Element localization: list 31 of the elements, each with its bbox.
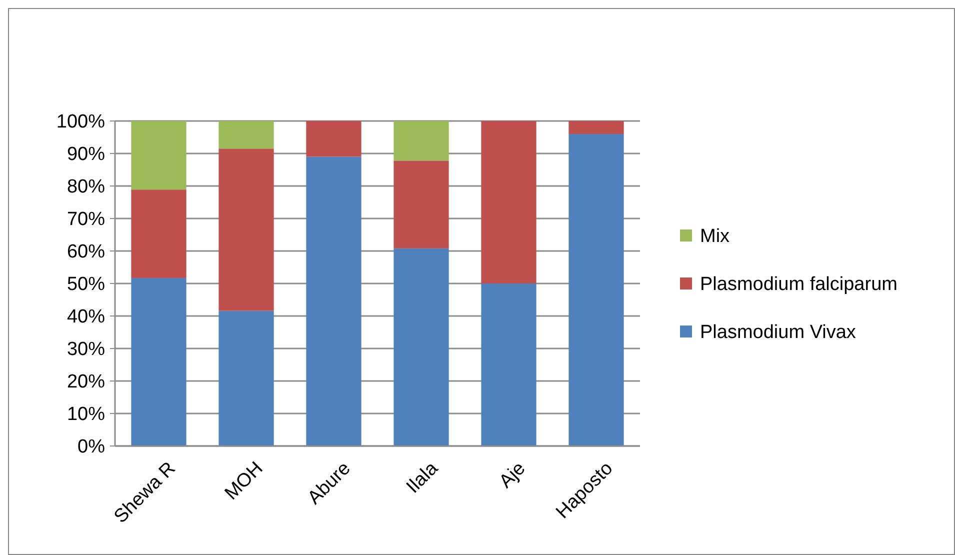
bar (218, 148, 274, 311)
bar (306, 121, 362, 157)
bar (394, 121, 449, 161)
bar (481, 284, 536, 446)
bar (218, 121, 274, 149)
y-tick-label: 50% (66, 274, 106, 296)
bar (394, 248, 449, 446)
legend-label: Plasmodium Vivax (700, 322, 856, 344)
y-tick-label: 30% (66, 339, 106, 360)
bar (131, 278, 186, 446)
legend-label: Mix (700, 226, 730, 248)
y-tick-label: 80% (66, 176, 106, 198)
y-tick-label: 10% (66, 404, 106, 426)
x-tick-label: Ilala (402, 458, 442, 498)
bar (131, 190, 186, 278)
y-tick-label: 100% (56, 112, 106, 133)
x-tick-label: Aje (495, 458, 530, 492)
bar (218, 310, 274, 446)
bar (131, 121, 186, 190)
y-tick-label: 70% (66, 209, 106, 230)
bar (568, 134, 624, 446)
bar (481, 121, 536, 284)
y-tick-label: 90% (66, 144, 106, 166)
y-tick-label: 0% (78, 436, 106, 458)
legend-label: Plasmodium falciparum (700, 274, 898, 296)
bar (568, 121, 624, 134)
bar (306, 156, 362, 446)
bar (394, 160, 449, 248)
y-tick-label: 40% (66, 306, 106, 328)
y-tick-label: 60% (66, 242, 106, 263)
y-tick-label: 20% (66, 372, 106, 393)
